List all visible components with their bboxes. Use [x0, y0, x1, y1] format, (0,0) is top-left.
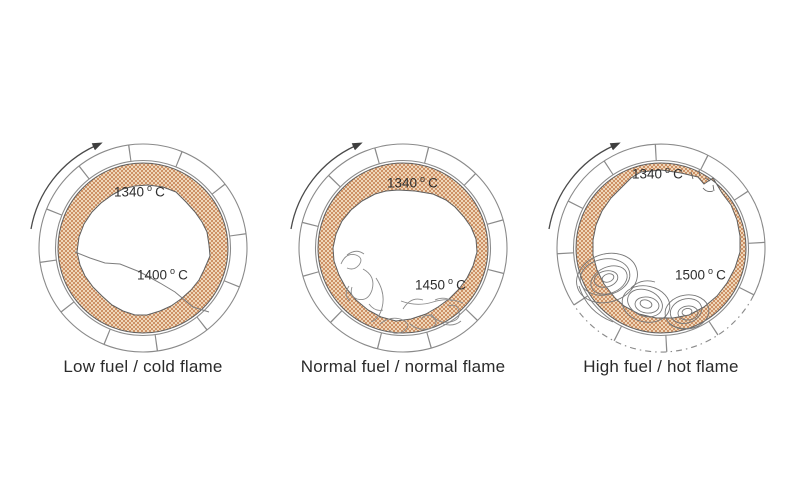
kiln-diagram-low-fuel: [30, 142, 248, 353]
caption-high-fuel: High fuel / hot flame: [583, 357, 739, 376]
kiln-shell-outer-ring: [38, 143, 248, 353]
falling-dust-marks: [690, 169, 715, 193]
coating-layer: [57, 162, 229, 334]
clinker-rings: [576, 252, 710, 330]
kiln-diagram-high-fuel: [548, 142, 766, 353]
temperature-label-top: 1340 o C: [387, 174, 438, 191]
temperature-label-top: 1340 o C: [114, 183, 165, 200]
temperature-label-main: 1450 o C: [415, 276, 466, 293]
caption-low-fuel: Low fuel / cold flame: [63, 357, 223, 376]
kiln-shell-inner-ring: [314, 159, 492, 337]
kiln-shell-outer-ring: [298, 143, 508, 353]
coating-layer: [575, 162, 747, 334]
rotation-arrow-icon: [30, 142, 103, 230]
kiln-shell-outer-ring-top: [556, 143, 766, 301]
temperature-label-main: 1500 o C: [675, 266, 726, 283]
bed-surface-line: [74, 251, 210, 313]
rotation-arrow-icon: [290, 142, 363, 230]
rotation-arrow-icon: [548, 142, 621, 230]
kiln-shell-outer-ring-bottom-dashed: [570, 299, 752, 353]
coating-layer: [317, 162, 489, 334]
temperature-label-main: 1400 o C: [137, 266, 188, 283]
temperature-label-top: 1340 o C: [632, 165, 683, 182]
clinker-scribbles: [340, 250, 464, 334]
kiln-shell-inner-ring: [572, 159, 750, 337]
caption-normal-fuel: Normal fuel / normal flame: [300, 357, 506, 376]
kiln-shell-inner-ring: [54, 159, 232, 337]
kiln-diagram-normal-fuel: [290, 142, 508, 353]
